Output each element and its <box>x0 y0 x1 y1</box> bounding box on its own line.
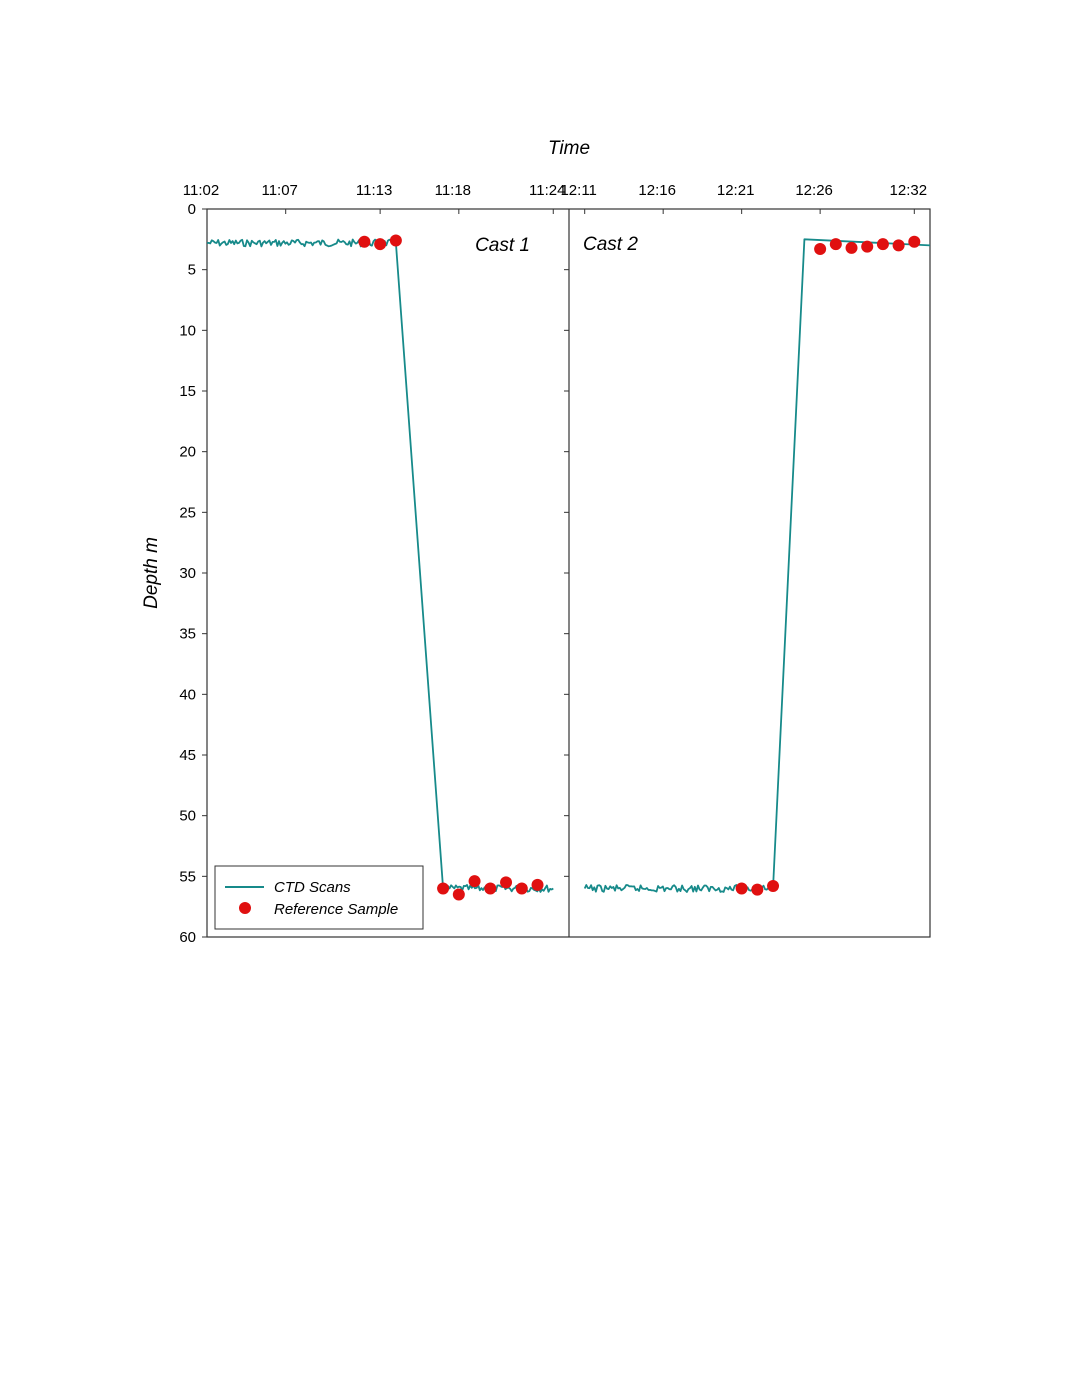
reference-sample-point <box>358 235 371 248</box>
legend-ctd-label: CTD Scans <box>274 879 351 896</box>
reference-sample-point <box>389 234 402 247</box>
panel-label: Cast 2 <box>583 234 638 255</box>
y-tick-label: 60 <box>179 929 196 946</box>
reference-sample-point <box>908 235 921 248</box>
x-tick-label: 12:26 <box>795 182 833 199</box>
y-tick-label: 5 <box>188 262 196 279</box>
legend-reference-swatch <box>239 902 251 914</box>
y-tick-label: 50 <box>179 808 196 825</box>
y-tick-label: 20 <box>179 444 196 461</box>
legend: CTD Scans Reference Sample <box>214 865 424 930</box>
reference-sample-point <box>437 882 450 895</box>
x-tick-label: 12:21 <box>717 182 755 199</box>
x-tick-label: 12:32 <box>890 182 928 199</box>
reference-sample-point <box>845 241 858 254</box>
reference-sample-point <box>829 238 842 251</box>
x-tick-label: 11:18 <box>435 182 471 199</box>
panel-label: Cast 1 <box>475 235 530 256</box>
legend-reference-label: Reference Sample <box>274 901 398 918</box>
series-layer <box>206 234 931 901</box>
y-axis-title: Depth m <box>141 537 162 609</box>
reference-sample-point <box>735 882 748 895</box>
x-tick-label: 12:16 <box>638 182 676 199</box>
x-axis-title: Time <box>548 138 590 159</box>
y-tick-label: 25 <box>179 504 196 521</box>
legend-box <box>214 865 424 930</box>
axes-layer <box>202 208 931 938</box>
y-tick-label: 35 <box>179 626 196 643</box>
reference-sample-point <box>468 875 481 888</box>
x-tick-label: 12:11 <box>560 182 596 199</box>
y-tick-label: 45 <box>179 747 196 764</box>
reference-sample-point <box>767 880 780 893</box>
reference-sample-point <box>876 238 889 251</box>
y-tick-label: 55 <box>179 868 196 885</box>
text-layer: 0 5 10 15 20 25 30 35 40 45 50 55 60 Depth m Time 11:02… <box>141 138 927 946</box>
x-tick-label: 11:24 <box>529 182 565 199</box>
x-tick-label: 11:07 <box>261 182 297 199</box>
reference-sample-point <box>452 888 465 901</box>
reference-sample-point <box>892 239 905 252</box>
reference-sample-point <box>751 883 764 896</box>
reference-sample-point <box>374 238 387 251</box>
reference-sample-point <box>484 882 497 895</box>
reference-sample-point <box>500 876 513 889</box>
reference-sample-point <box>515 882 528 895</box>
x-tick-label: 11:13 <box>356 182 392 199</box>
y-tick-label: 10 <box>179 322 196 339</box>
reference-sample-point <box>531 878 544 891</box>
y-tick-label: 30 <box>179 565 196 582</box>
x-tick-label: 11:02 <box>183 182 219 199</box>
y-tick-label: 15 <box>179 383 196 400</box>
ctd-scan-line <box>206 238 554 893</box>
ctd-scan-line <box>583 238 931 893</box>
y-tick-label: 0 <box>188 201 196 218</box>
y-tick-label: 40 <box>179 686 196 703</box>
reference-sample-point <box>814 243 827 256</box>
reference-sample-point <box>861 240 874 253</box>
